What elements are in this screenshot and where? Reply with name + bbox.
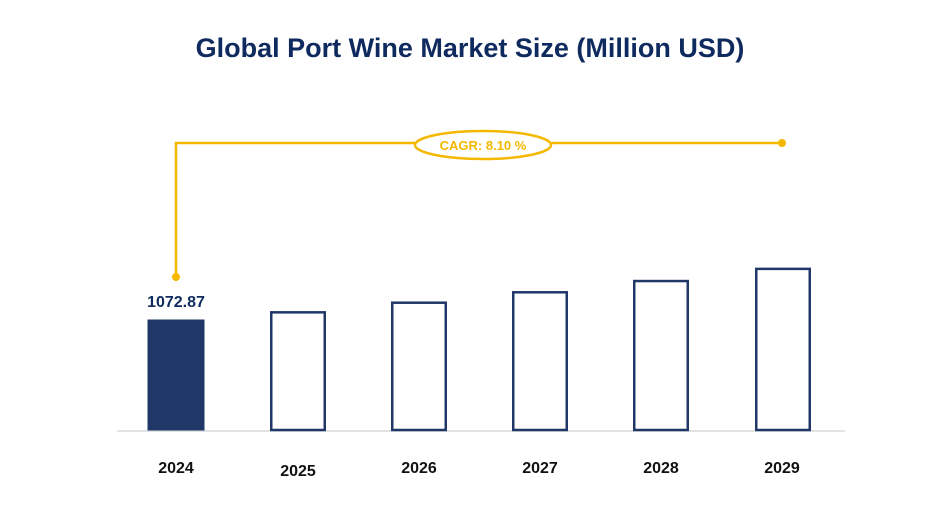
bar-2029 bbox=[755, 267, 811, 432]
x-axis-labels: 2024 2025 2026 2027 2028 2029 bbox=[158, 460, 800, 480]
chart-title: Global Port Wine Market Size (Million US… bbox=[195, 33, 745, 63]
x-label-2025: 2025 bbox=[280, 463, 316, 480]
bar-2028 bbox=[633, 279, 689, 432]
cagr-label: CAGR: 8.10 % bbox=[440, 138, 527, 153]
x-label-2027: 2027 bbox=[522, 460, 558, 477]
x-label-2029: 2029 bbox=[764, 460, 800, 477]
cagr-annotation: CAGR: 8.10 % bbox=[172, 129, 786, 281]
x-label-2028: 2028 bbox=[643, 460, 679, 477]
cagr-end-dot-icon bbox=[778, 139, 786, 147]
bar-2026 bbox=[391, 301, 447, 432]
x-label-2024: 2024 bbox=[158, 460, 194, 477]
bar-2025 bbox=[270, 311, 326, 432]
x-label-2026: 2026 bbox=[401, 460, 437, 477]
cagr-start-dot-icon bbox=[172, 273, 180, 281]
bar-2024 bbox=[147, 319, 205, 431]
bar-2027 bbox=[512, 291, 568, 432]
bar-value-label-2024: 1072.87 bbox=[147, 294, 205, 311]
cagr-bracket-left bbox=[174, 141, 415, 277]
cagr-ellipse bbox=[413, 129, 553, 161]
bars-group bbox=[147, 267, 811, 432]
